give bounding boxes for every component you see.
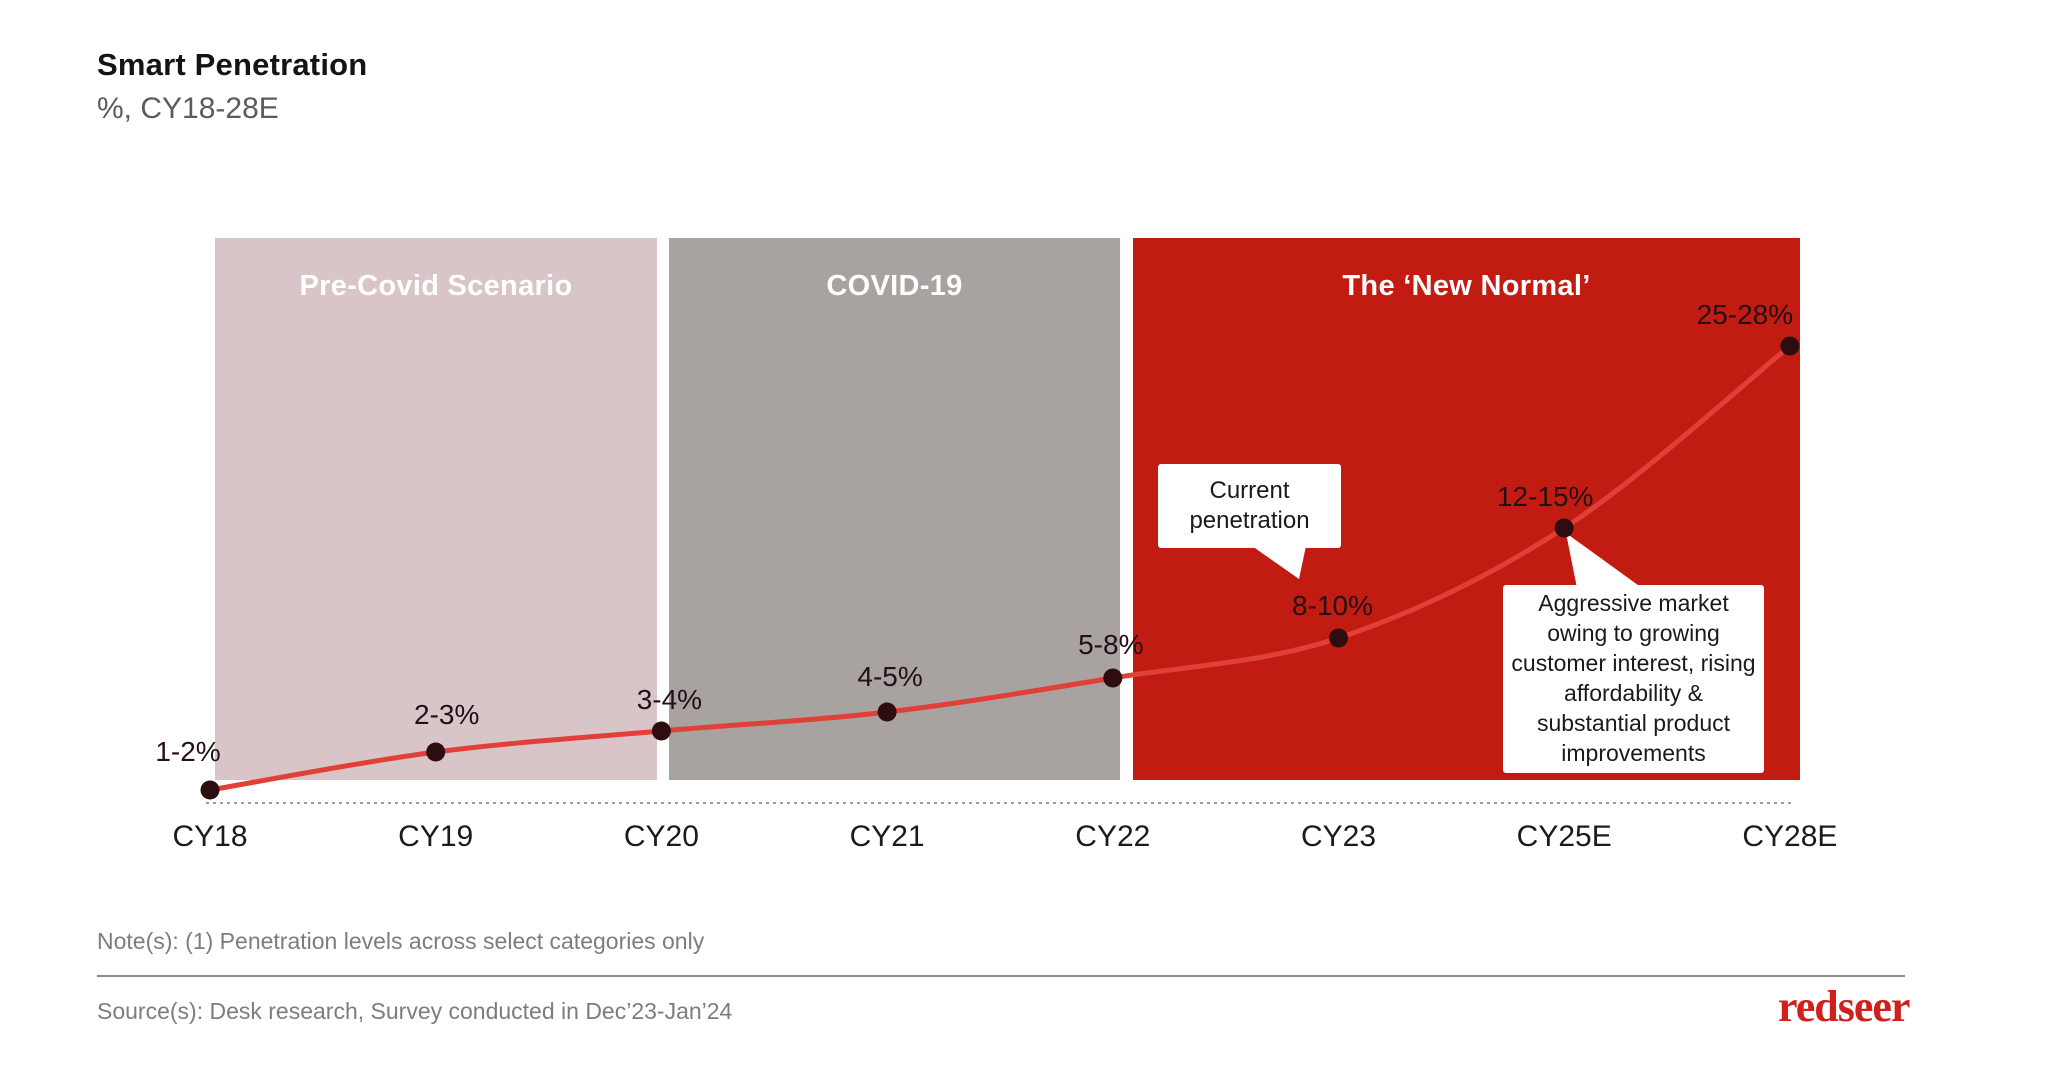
axis-label-cy22: CY22 <box>1075 820 1151 853</box>
value-label-cy20: 3-4% <box>636 684 703 715</box>
data-point <box>200 780 220 800</box>
axis-label-cy25e: CY25E <box>1516 820 1612 853</box>
axis-label-cy23: CY23 <box>1300 820 1377 853</box>
data-point <box>1103 668 1123 688</box>
callout-current-text: Current penetration <box>1189 477 1310 534</box>
axis-label-cy18: CY18 <box>172 820 248 853</box>
footer-divider <box>97 975 1905 977</box>
value-label-cy22: 5-8% <box>1078 629 1144 660</box>
page-title: Smart Penetration <box>97 47 368 82</box>
value-label-cy18: 1-2% <box>155 736 221 767</box>
callout-tail-current <box>1252 546 1306 579</box>
zone-label: COVID-19 <box>826 270 963 302</box>
axis-label-cy20: CY20 <box>623 820 699 853</box>
callout-tail-aggressive <box>1566 533 1642 588</box>
data-points <box>200 336 1800 800</box>
data-point <box>1780 336 1800 356</box>
callout-aggressive-market: Aggressive market owing to growing custo… <box>1503 585 1764 773</box>
data-point <box>1554 518 1574 538</box>
axis-label-cy19: CY19 <box>398 820 474 853</box>
value-label-cy25e: 12-15% <box>1496 481 1594 512</box>
callout-current-penetration: Current penetration <box>1158 464 1341 548</box>
zone-label: The ‘New Normal’ <box>1342 270 1591 302</box>
value-label-cy23: 8-10% <box>1292 590 1373 621</box>
data-point <box>426 742 446 762</box>
redseer-logo: redseer <box>1778 982 1910 1031</box>
axis-label-cy28e: CY28E <box>1742 820 1838 853</box>
value-label-cy28e: 25-28% <box>1696 299 1794 330</box>
zone-1: Pre-Covid Scenario <box>215 238 657 780</box>
axis-label-cy21: CY21 <box>849 820 925 853</box>
value-label-cy19: 2-3% <box>414 699 480 730</box>
callout-aggressive-text: Aggressive market owing to growing custo… <box>1511 590 1756 766</box>
note-text: Note(s): (1) Penetration levels across s… <box>97 928 705 954</box>
page-subtitle: %, CY18-28E <box>97 92 279 125</box>
source-text: Source(s): Desk research, Survey conduct… <box>97 998 733 1024</box>
zone-label: Pre-Covid Scenario <box>299 270 573 302</box>
data-point <box>877 702 897 722</box>
data-point <box>1329 628 1348 648</box>
value-label-cy21: 4-5% <box>857 661 923 692</box>
data-point <box>651 721 671 741</box>
